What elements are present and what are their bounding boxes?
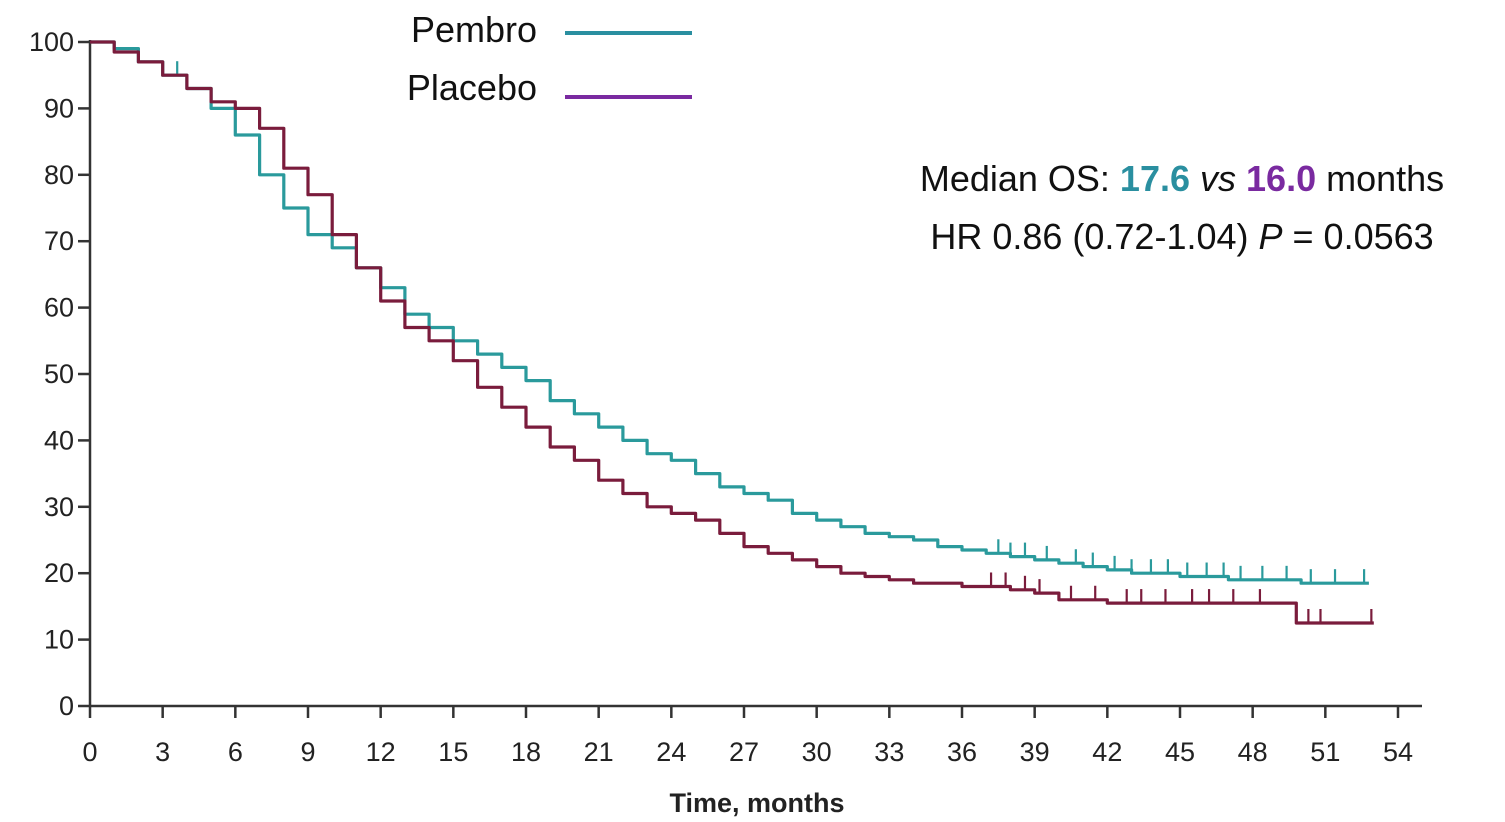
legend: Pembro Placebo bbox=[407, 9, 692, 108]
x-tick-label: 18 bbox=[511, 737, 541, 767]
x-tick-label: 51 bbox=[1310, 737, 1340, 767]
x-tick-label: 24 bbox=[656, 737, 686, 767]
x-tick-label: 9 bbox=[300, 737, 315, 767]
p-value: = 0.0563 bbox=[1283, 216, 1434, 257]
series-line-pembro bbox=[90, 40, 1369, 585]
y-tick-label: 10 bbox=[44, 625, 74, 655]
stats-annotation: Median OS: 17.6 vs 16.0 months HR 0.86 (… bbox=[920, 158, 1444, 257]
series-line-placebo bbox=[90, 40, 1374, 625]
y-tick-label: 80 bbox=[44, 160, 74, 190]
vs-text: vs bbox=[1200, 158, 1236, 199]
median-os-prefix: Median OS: bbox=[920, 158, 1120, 199]
placebo-median-value: 16.0 bbox=[1246, 158, 1316, 199]
hr-prefix: HR 0.86 (0.72-1.04) bbox=[930, 216, 1258, 257]
y-tick-label: 100 bbox=[29, 27, 74, 57]
y-tick-label: 50 bbox=[44, 359, 74, 389]
x-tick-label: 3 bbox=[155, 737, 170, 767]
x-tick-label: 0 bbox=[82, 737, 97, 767]
x-tick-label: 6 bbox=[228, 737, 243, 767]
x-tick-label: 45 bbox=[1165, 737, 1195, 767]
hr-line: HR 0.86 (0.72-1.04) P = 0.0563 bbox=[930, 216, 1433, 257]
x-tick-label: 27 bbox=[729, 737, 759, 767]
x-tick-label: 15 bbox=[438, 737, 468, 767]
median-os-line: Median OS: 17.6 vs 16.0 months bbox=[920, 158, 1444, 199]
vs-space-after bbox=[1236, 158, 1246, 199]
x-tick-label: 30 bbox=[802, 737, 832, 767]
pembro-median-value: 17.6 bbox=[1120, 158, 1190, 199]
y-tick-label: 90 bbox=[44, 93, 74, 123]
y-tick-label: 40 bbox=[44, 425, 74, 455]
y-tick-label: 70 bbox=[44, 226, 74, 256]
y-tick-label: 60 bbox=[44, 293, 74, 323]
p-symbol: P bbox=[1259, 216, 1283, 257]
x-tick-label: 54 bbox=[1383, 737, 1413, 767]
x-tick-label: 33 bbox=[874, 737, 904, 767]
x-tick-label: 42 bbox=[1092, 737, 1122, 767]
vs-space-before bbox=[1190, 158, 1200, 199]
x-tick-label: 48 bbox=[1238, 737, 1268, 767]
y-tick-label: 20 bbox=[44, 558, 74, 588]
y-tick-label: 0 bbox=[59, 691, 74, 721]
median-os-suffix: months bbox=[1316, 158, 1444, 199]
x-tick-label: 21 bbox=[584, 737, 614, 767]
x-tick-label: 36 bbox=[947, 737, 977, 767]
x-axis-title: Time, months bbox=[669, 788, 844, 818]
y-tick-label: 30 bbox=[44, 492, 74, 522]
series-layer bbox=[90, 40, 1374, 625]
x-tick-label: 39 bbox=[1020, 737, 1050, 767]
legend-label-pembro: Pembro bbox=[411, 9, 537, 50]
legend-label-placebo: Placebo bbox=[407, 67, 537, 108]
x-tick-label: 12 bbox=[366, 737, 396, 767]
